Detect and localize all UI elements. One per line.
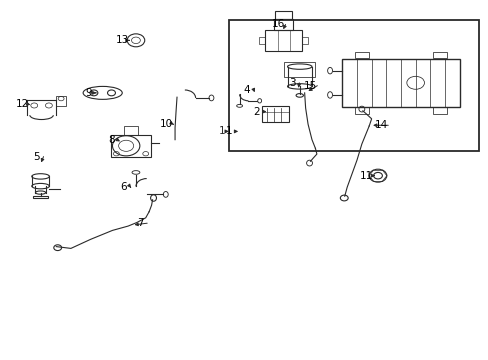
Text: 11: 11 bbox=[359, 171, 373, 181]
Text: 12: 12 bbox=[15, 99, 29, 109]
Text: 1: 1 bbox=[219, 126, 225, 136]
Text: 13: 13 bbox=[115, 35, 129, 45]
Bar bbox=[123, 126, 138, 135]
Text: 6: 6 bbox=[120, 182, 127, 192]
Bar bbox=[264, 30, 301, 51]
Text: 4: 4 bbox=[243, 85, 250, 95]
Bar bbox=[432, 52, 447, 58]
Text: 15: 15 bbox=[303, 81, 317, 91]
Bar bbox=[432, 107, 447, 114]
Bar bbox=[56, 96, 66, 106]
Text: 10: 10 bbox=[160, 119, 172, 129]
Bar bbox=[301, 37, 307, 44]
Bar bbox=[111, 135, 150, 157]
Bar bbox=[342, 58, 459, 107]
Bar bbox=[261, 106, 288, 122]
Bar bbox=[274, 11, 292, 19]
Text: 1: 1 bbox=[225, 126, 232, 136]
Bar bbox=[259, 37, 264, 44]
Bar bbox=[284, 62, 315, 77]
Bar bbox=[228, 20, 478, 151]
Text: 16: 16 bbox=[271, 19, 285, 30]
Bar bbox=[33, 196, 48, 198]
Text: 3: 3 bbox=[288, 78, 295, 88]
Text: 2: 2 bbox=[253, 107, 260, 117]
Text: 8: 8 bbox=[108, 135, 115, 145]
Bar bbox=[274, 19, 292, 30]
Bar bbox=[354, 52, 368, 58]
Text: 5: 5 bbox=[33, 152, 40, 162]
Text: 9: 9 bbox=[85, 88, 92, 98]
Bar bbox=[354, 107, 368, 114]
Text: 7: 7 bbox=[137, 218, 143, 228]
Text: 14: 14 bbox=[374, 120, 387, 130]
